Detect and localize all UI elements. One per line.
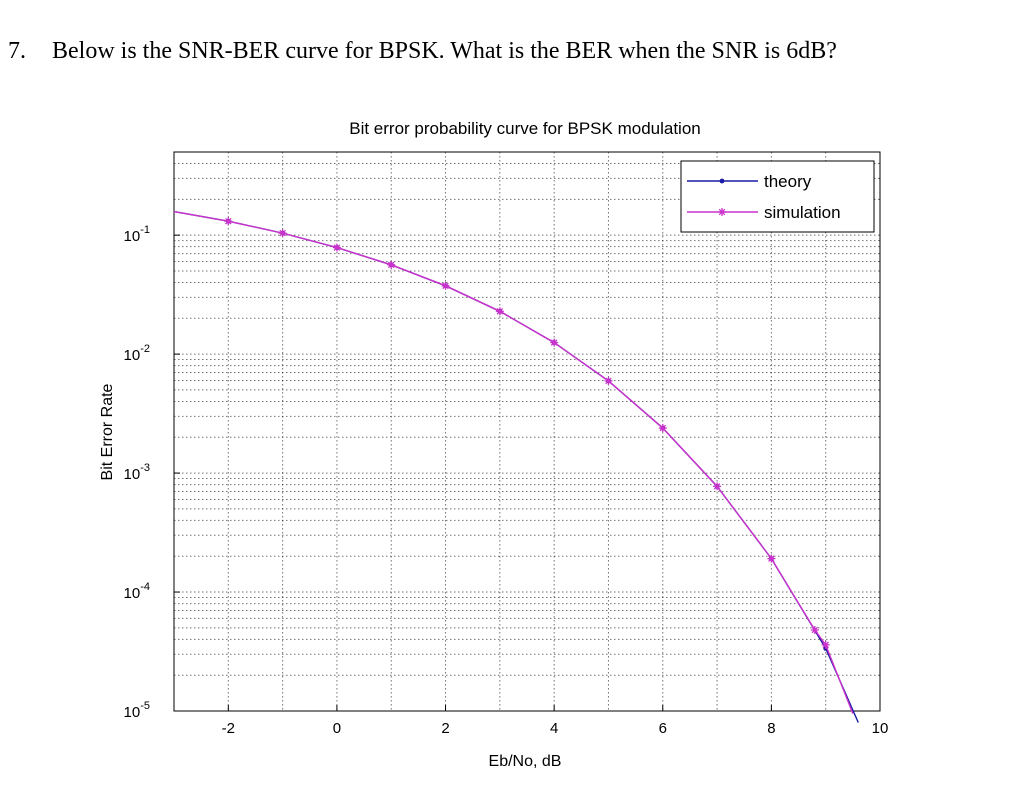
data-point-simulation xyxy=(713,482,722,491)
data-point-simulation xyxy=(441,281,450,290)
y-axis-label: Bit Error Rate xyxy=(99,383,116,480)
data-point-simulation xyxy=(387,260,396,269)
series-line-theory xyxy=(173,210,859,723)
data-point-simulation xyxy=(821,640,830,649)
question-number: 7. xyxy=(8,38,26,64)
x-tick-label: 6 xyxy=(659,720,667,737)
series-line-simulation xyxy=(173,210,854,714)
data-point-simulation xyxy=(810,625,819,634)
legend-theory-label: theory xyxy=(764,172,812,191)
y-tick-label: 10-2 xyxy=(124,343,150,364)
legend-simulation-label: simulation xyxy=(764,203,841,222)
plot-area xyxy=(173,151,881,712)
question-body: Below is the SNR-BER curve for BPSK. Wha… xyxy=(52,38,837,64)
x-tick-label: 2 xyxy=(441,720,449,737)
x-tick-label: 8 xyxy=(767,720,775,737)
grid xyxy=(174,152,880,711)
data-point-simulation xyxy=(332,243,341,252)
axis-ticks: -2 0 2 4 6 8 10 10-1 10-2 10-3 10-4 10-5 xyxy=(124,224,889,737)
data-point-simulation xyxy=(224,217,233,226)
data-point-simulation xyxy=(767,554,776,563)
x-axis-label: Eb/No, dB xyxy=(489,753,562,770)
legend-marker-simulation xyxy=(718,208,726,216)
x-tick-label: 0 xyxy=(333,720,341,737)
data-point-simulation xyxy=(604,376,613,385)
legend-box xyxy=(680,160,875,233)
chart-title: Bit error probability curve for BPSK mod… xyxy=(349,119,701,138)
legend-marker-theory xyxy=(719,178,725,184)
y-tick-label: 10-3 xyxy=(124,462,150,483)
data-point-simulation xyxy=(550,338,559,347)
data-point-simulation xyxy=(278,229,287,238)
x-tick-label: 10 xyxy=(872,720,889,737)
x-tick-label: 4 xyxy=(550,720,558,737)
data-point-simulation xyxy=(495,307,504,316)
data-point-simulation xyxy=(658,424,667,433)
legend: theory simulation xyxy=(680,160,875,233)
x-tick-label: -2 xyxy=(222,720,235,737)
y-tick-label: 10-4 xyxy=(124,581,150,602)
y-tick-label: 10-5 xyxy=(124,700,150,721)
series-lines xyxy=(173,210,859,723)
question-text: 7. Below is the SNR-BER curve for BPSK. W… xyxy=(8,38,837,65)
y-tick-label: 10-1 xyxy=(124,224,150,245)
